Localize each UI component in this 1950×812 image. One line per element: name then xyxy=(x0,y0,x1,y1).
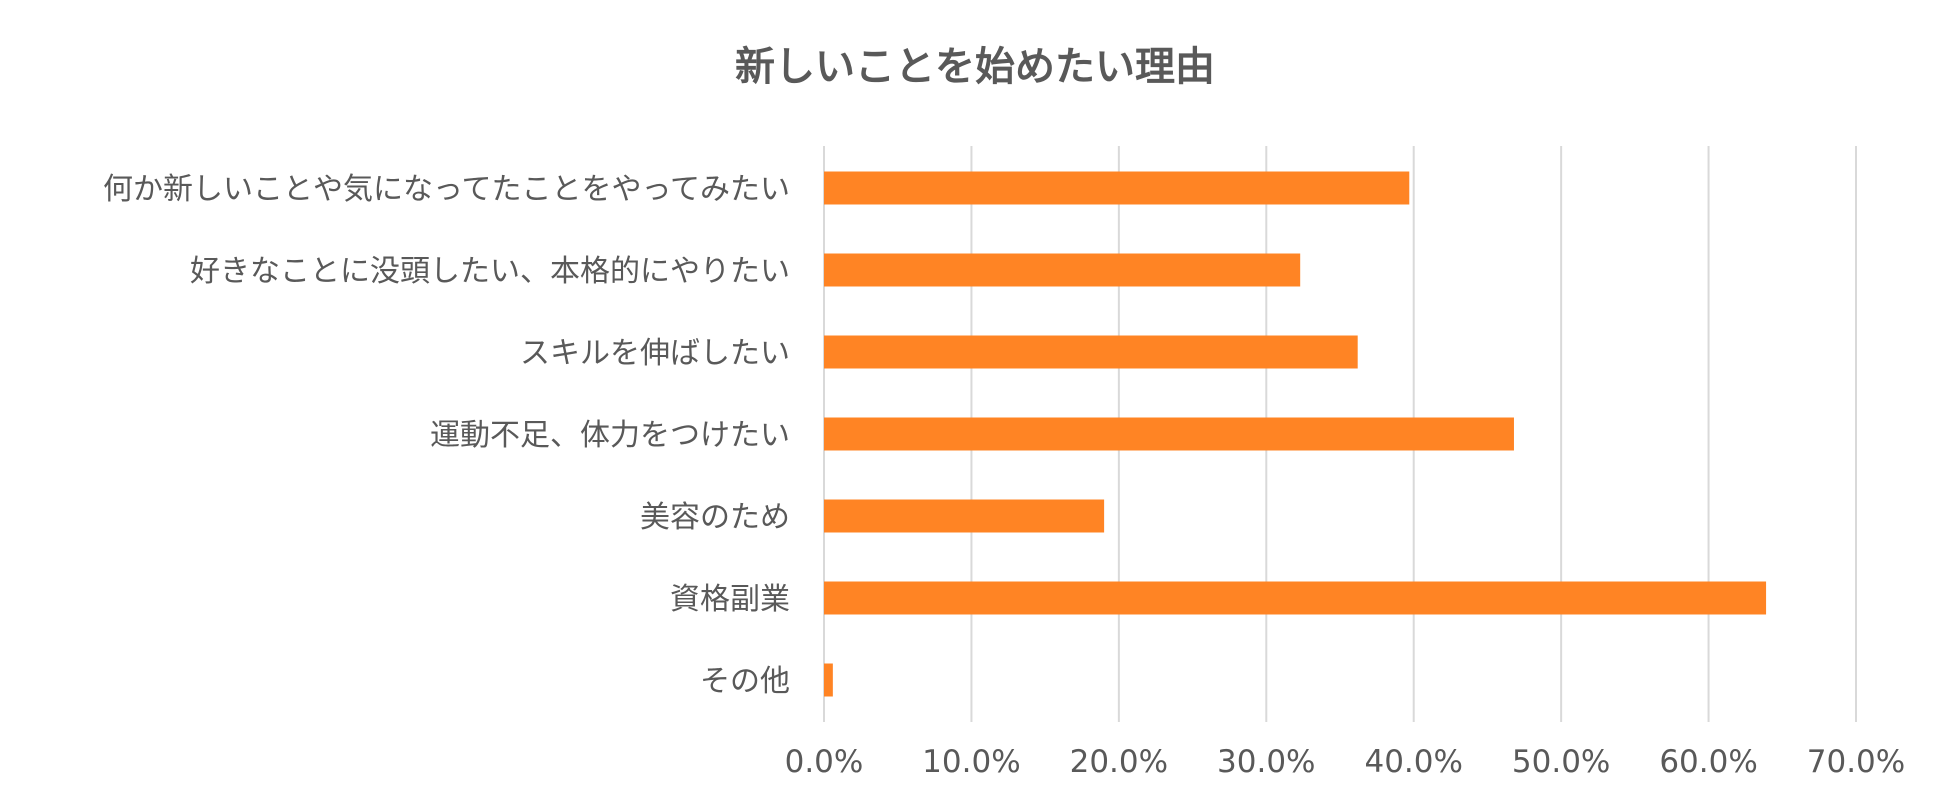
category-label: スキルを伸ばしたい xyxy=(520,336,790,371)
bar xyxy=(824,253,1301,287)
bar xyxy=(824,663,833,697)
x-tick-label: 20.0% xyxy=(1070,744,1168,780)
x-tick-label: 50.0% xyxy=(1512,744,1610,780)
bar xyxy=(824,417,1514,451)
x-tick-label: 30.0% xyxy=(1217,744,1315,780)
bar xyxy=(824,171,1410,205)
x-tick-label: 0.0% xyxy=(785,744,864,780)
x-axis-tick-labels: 0.0% 10.0% 20.0% 30.0% 40.0% 50.0% 60.0% 70.0% xyxy=(785,744,1906,780)
category-label: その他 xyxy=(700,664,790,699)
x-tick-label: 60.0% xyxy=(1659,744,1757,780)
category-label: 美容のため xyxy=(640,500,790,535)
category-label: 資格副業 xyxy=(670,582,790,617)
x-tick-label: 10.0% xyxy=(922,744,1020,780)
bar xyxy=(824,581,1767,615)
category-label: 何か新しいことや気になってたことをやってみたい xyxy=(103,172,790,207)
bars xyxy=(824,171,1767,697)
category-label: 運動不足、体力をつけたい xyxy=(430,418,790,453)
category-label: 好きなことに没頭したい、本格的にやりたい xyxy=(190,254,790,289)
bar xyxy=(824,335,1358,369)
x-tick-label: 40.0% xyxy=(1364,744,1462,780)
x-tick-label: 70.0% xyxy=(1807,744,1905,780)
chart-title: 新しいことを始めたい理由 xyxy=(735,44,1215,90)
category-labels: 何か新しいことや気になってたことをやってみたい好きなことに没頭したい、本格的にや… xyxy=(103,172,790,699)
bar xyxy=(824,499,1105,533)
